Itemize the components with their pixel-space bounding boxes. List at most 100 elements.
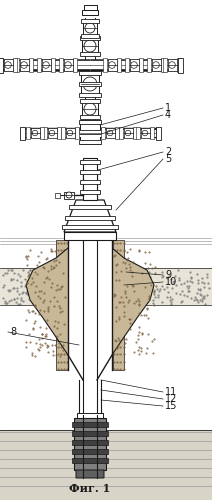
Bar bbox=[79, 82, 101, 86]
Circle shape bbox=[84, 40, 96, 52]
Bar bbox=[85, 72, 95, 100]
Polygon shape bbox=[90, 355, 112, 380]
Circle shape bbox=[169, 62, 175, 68]
Bar bbox=[113, 240, 124, 370]
Text: 1: 1 bbox=[165, 103, 171, 113]
Bar bbox=[37, 58, 41, 72]
Bar bbox=[75, 127, 79, 139]
Bar bbox=[80, 36, 100, 40]
Bar bbox=[85, 100, 95, 120]
Circle shape bbox=[21, 62, 27, 68]
Text: 11: 11 bbox=[165, 387, 177, 397]
Bar bbox=[80, 52, 100, 56]
Bar bbox=[20, 126, 25, 140]
Bar bbox=[79, 93, 101, 97]
Circle shape bbox=[131, 62, 137, 68]
Bar bbox=[79, 380, 101, 415]
Bar bbox=[152, 59, 160, 71]
Bar bbox=[177, 58, 183, 72]
Bar bbox=[101, 127, 105, 139]
Circle shape bbox=[32, 130, 38, 136]
Bar bbox=[161, 58, 165, 72]
Bar bbox=[61, 127, 65, 139]
Bar bbox=[15, 58, 19, 72]
Bar bbox=[83, 158, 97, 200]
Text: Фиг. 1: Фиг. 1 bbox=[69, 482, 111, 494]
Bar bbox=[167, 59, 177, 71]
Bar bbox=[13, 58, 17, 72]
Bar bbox=[65, 216, 115, 220]
Circle shape bbox=[65, 62, 71, 68]
Bar bbox=[106, 128, 114, 138]
Bar bbox=[51, 58, 55, 72]
Bar bbox=[141, 128, 149, 138]
Bar bbox=[155, 126, 160, 140]
Bar bbox=[80, 170, 100, 174]
Circle shape bbox=[85, 23, 95, 33]
Bar bbox=[139, 58, 143, 72]
Circle shape bbox=[84, 103, 96, 115]
Text: 5: 5 bbox=[165, 154, 171, 164]
Bar bbox=[85, 18, 95, 72]
Bar bbox=[177, 58, 181, 72]
Bar bbox=[81, 72, 99, 96]
Bar bbox=[72, 422, 108, 427]
Bar bbox=[47, 128, 57, 138]
Bar bbox=[43, 127, 47, 139]
Bar bbox=[83, 20, 97, 37]
Bar bbox=[82, 37, 98, 55]
Bar bbox=[42, 59, 50, 71]
Circle shape bbox=[5, 62, 11, 68]
Bar bbox=[79, 120, 101, 124]
Bar bbox=[82, 10, 98, 14]
Bar bbox=[103, 58, 107, 72]
Bar bbox=[73, 58, 77, 72]
Bar bbox=[81, 19, 99, 23]
Bar bbox=[72, 458, 108, 463]
Bar bbox=[66, 128, 74, 138]
Bar bbox=[117, 58, 121, 72]
Text: 2: 2 bbox=[165, 147, 171, 157]
Polygon shape bbox=[26, 248, 154, 355]
Bar bbox=[40, 127, 44, 139]
Circle shape bbox=[109, 62, 115, 68]
Bar bbox=[0, 58, 3, 72]
Polygon shape bbox=[64, 200, 116, 232]
Bar bbox=[68, 240, 112, 370]
Circle shape bbox=[142, 130, 148, 136]
Bar bbox=[79, 140, 101, 144]
Bar bbox=[59, 58, 63, 72]
Circle shape bbox=[66, 192, 72, 198]
Bar bbox=[119, 127, 123, 139]
Bar bbox=[54, 192, 60, 198]
Text: 4: 4 bbox=[165, 110, 171, 120]
Circle shape bbox=[107, 130, 113, 136]
Bar bbox=[0, 58, 3, 72]
FancyBboxPatch shape bbox=[76, 470, 104, 478]
Bar bbox=[130, 59, 138, 71]
Circle shape bbox=[125, 130, 131, 136]
Bar bbox=[57, 127, 61, 139]
Bar bbox=[80, 160, 100, 164]
Circle shape bbox=[67, 130, 73, 136]
Bar bbox=[79, 71, 101, 75]
Bar bbox=[124, 128, 132, 138]
Bar bbox=[79, 130, 101, 134]
Text: 15: 15 bbox=[165, 401, 177, 411]
Circle shape bbox=[83, 77, 97, 91]
Bar bbox=[82, 100, 98, 118]
Bar bbox=[64, 59, 73, 71]
Bar bbox=[163, 58, 167, 72]
Bar bbox=[31, 128, 39, 138]
Bar bbox=[72, 440, 108, 445]
Bar bbox=[84, 4, 96, 10]
Bar bbox=[64, 232, 116, 240]
Bar bbox=[80, 99, 100, 103]
Bar bbox=[115, 127, 119, 139]
Text: 9: 9 bbox=[165, 270, 171, 280]
Bar bbox=[77, 413, 103, 418]
Bar bbox=[69, 205, 111, 209]
Bar bbox=[80, 190, 100, 194]
Bar bbox=[4, 59, 13, 71]
Bar bbox=[64, 192, 74, 198]
